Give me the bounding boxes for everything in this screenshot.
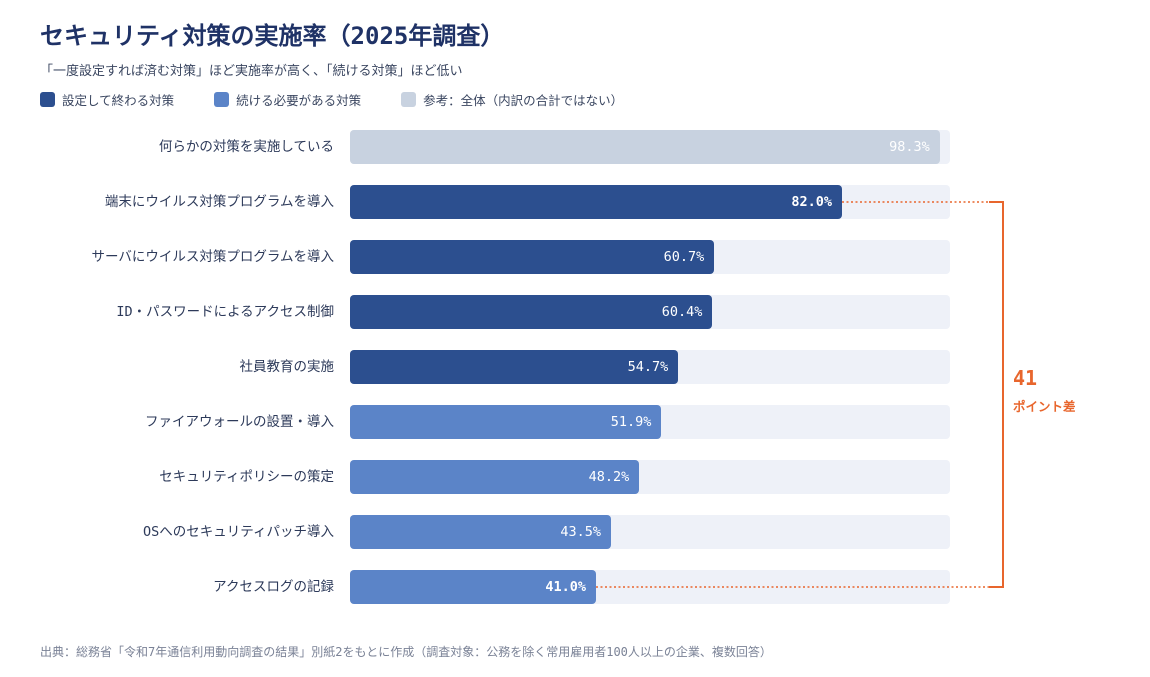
gap-value: 41	[1013, 366, 1038, 390]
category-label: ファイアウォールの設置・導入	[145, 414, 334, 430]
legend-item-ongoing: 続ける必要がある対策	[214, 90, 361, 109]
value-label: 98.3%	[889, 139, 930, 155]
bar	[350, 350, 679, 384]
bar	[350, 570, 596, 604]
chart-subtitle: 「一度設定すれば済む対策」ほど実施率が高く、「続ける対策」ほど低い	[40, 64, 463, 79]
legend-label-reference: 参考：全体（内訳の合計ではない）	[423, 92, 624, 108]
category-label: アクセスログの記録	[213, 579, 334, 595]
chart-title: セキュリティ対策の実施率（2025年調査）	[40, 22, 505, 50]
legend: 設定して終わる対策 続ける必要がある対策 参考：全体（内訳の合計ではない）	[40, 90, 663, 108]
legend-item-setup: 設定して終わる対策	[40, 90, 174, 109]
category-label: セキュリティポリシーの策定	[159, 469, 334, 485]
value-label: 48.2%	[588, 469, 630, 485]
source-note: 出典：総務省「令和7年通信利用動向調査の結果」別紙2をもとに作成（調査対象：公務…	[40, 645, 772, 659]
category-label: ID・パスワードによるアクセス制御	[116, 304, 334, 320]
gap-label: ポイント差	[1013, 399, 1076, 414]
legend-label-setup: 設定して終わる対策	[62, 92, 175, 108]
bar	[350, 185, 842, 219]
bar	[350, 130, 940, 164]
legend-swatch-ongoing	[214, 91, 230, 107]
value-label: 41.0%	[545, 579, 586, 595]
category-label: 何らかの対策を実施している	[158, 139, 334, 155]
legend-item-reference: 参考：全体（内訳の合計ではない）	[401, 90, 623, 109]
gap-bracket	[989, 201, 1004, 588]
value-label: 82.0%	[791, 194, 832, 210]
value-label: 51.9%	[610, 414, 652, 430]
legend-swatch-reference	[401, 91, 417, 107]
bar	[350, 240, 715, 274]
bar	[350, 460, 640, 494]
legend-swatch-setup	[40, 91, 55, 107]
category-label: 端末にウイルス対策プログラムを導入	[104, 194, 334, 210]
category-label: 社員教育の実施	[239, 359, 335, 375]
category-label: OSへのセキュリティパッチ導入	[143, 524, 334, 540]
value-label: 60.4%	[661, 304, 703, 320]
value-label: 60.7%	[663, 249, 705, 265]
bar	[350, 405, 662, 439]
bar	[350, 295, 713, 329]
bar	[350, 515, 611, 549]
value-label: 54.7%	[627, 359, 669, 375]
category-label: サーバにウイルス対策プログラムを導入	[91, 249, 334, 265]
value-label: 43.5%	[560, 524, 601, 540]
legend-label-ongoing: 続ける必要がある対策	[236, 92, 362, 108]
